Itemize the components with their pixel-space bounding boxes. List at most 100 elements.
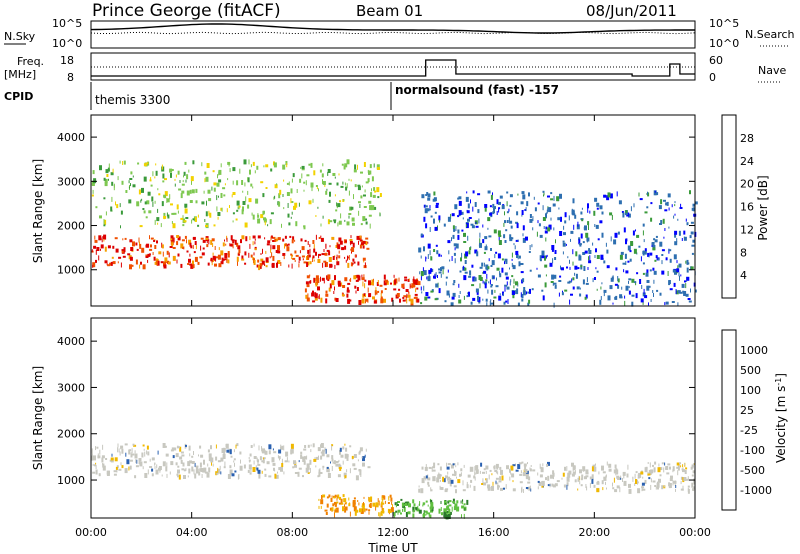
echo-cell [421, 478, 425, 484]
echo-cell [351, 217, 355, 222]
echo-cell [491, 260, 495, 266]
echo-cell [523, 463, 527, 467]
echo-cell [368, 170, 372, 175]
echo-cell [380, 510, 383, 516]
echo-cell [290, 448, 294, 454]
echo-cell [578, 475, 580, 479]
echo-cell [551, 245, 555, 250]
echo-cell [656, 482, 660, 488]
echo-cell [126, 459, 130, 465]
echo-cell [344, 443, 346, 446]
echo-cell [509, 204, 512, 207]
echo-cell [653, 469, 655, 473]
echo-cell [189, 200, 193, 203]
echo-cell [164, 257, 168, 263]
echo-cell [423, 285, 425, 291]
echo-cell [606, 249, 609, 254]
echo-cell [128, 186, 130, 189]
echo-cell [492, 192, 493, 196]
echo-cell [189, 253, 191, 257]
echo-cell [533, 196, 535, 200]
echo-cell [207, 463, 209, 467]
echo-cell [324, 184, 326, 187]
echo-cell [487, 217, 491, 222]
echo-cell [631, 294, 635, 297]
echo-cell [539, 463, 541, 469]
echo-cell [136, 248, 139, 251]
echo-cell [545, 274, 547, 277]
echo-cell [313, 277, 316, 283]
echo-cell [564, 466, 566, 471]
echo-cell [307, 444, 310, 448]
echo-cell [318, 294, 320, 300]
echo-cell [505, 300, 508, 303]
echo-cell [644, 479, 647, 484]
echo-cell [541, 289, 544, 292]
echo-cell [200, 245, 202, 251]
echo-cell [589, 255, 591, 261]
echo-cell [349, 279, 351, 282]
echo-cell [512, 264, 514, 269]
echo-cell [414, 296, 418, 299]
echo-cell [518, 255, 521, 259]
echo-cell [282, 253, 286, 256]
echo-cell [581, 474, 584, 480]
echo-cell [427, 197, 431, 201]
echo-cell [260, 181, 264, 184]
echo-cell [371, 279, 374, 285]
echo-cell [181, 183, 185, 186]
echo-cell [315, 215, 317, 217]
echo-cell [542, 190, 545, 193]
echo-cell [129, 178, 133, 180]
echo-cell [140, 261, 142, 265]
echo-cell [175, 462, 178, 466]
echo-cell [425, 464, 427, 469]
echo-cell [177, 475, 180, 478]
echo-cell [154, 466, 156, 470]
echo-cell [432, 476, 436, 482]
echo-cell [484, 207, 487, 212]
echo-cell [467, 474, 471, 478]
echo-cell [486, 273, 488, 279]
echo-cell [237, 245, 241, 250]
echo-cell [157, 188, 159, 191]
echo-cell [490, 302, 494, 305]
echo-cell [596, 202, 600, 207]
echo-cell [360, 242, 364, 246]
echo-cell [134, 450, 136, 454]
echo-cell [439, 219, 441, 223]
echo-cell [338, 282, 341, 287]
echo-cell [528, 251, 531, 253]
echo-cell [123, 160, 126, 165]
echo-cell [575, 273, 578, 279]
echo-cell [641, 482, 645, 486]
echo-cell [521, 210, 524, 215]
echo-cell [427, 193, 431, 198]
cpid-label: CPID [4, 90, 33, 103]
echo-cell [155, 469, 159, 475]
echo-cell [199, 445, 202, 449]
echo-cell [547, 227, 551, 232]
echo-cell [352, 263, 354, 265]
echo-cell [482, 239, 485, 244]
echo-cell [265, 164, 269, 168]
echo-cell [471, 225, 475, 229]
echo-cell [495, 471, 497, 474]
echo-cell [211, 262, 213, 266]
echo-cell [625, 270, 629, 274]
echo-cell [566, 466, 568, 472]
echo-cell [401, 283, 405, 288]
echo-cell [121, 250, 124, 253]
echo-cell [347, 255, 348, 261]
echo-cell [544, 230, 548, 234]
echo-cell [402, 299, 406, 302]
echo-cell [229, 168, 231, 173]
echo-cell [315, 465, 317, 468]
echo-cell [673, 215, 675, 219]
echo-cell [447, 480, 451, 484]
echo-cell [265, 250, 267, 254]
echo-cell [582, 252, 586, 255]
echo-cell [306, 262, 309, 267]
echo-cell [119, 203, 121, 208]
echo-cell [125, 190, 128, 193]
